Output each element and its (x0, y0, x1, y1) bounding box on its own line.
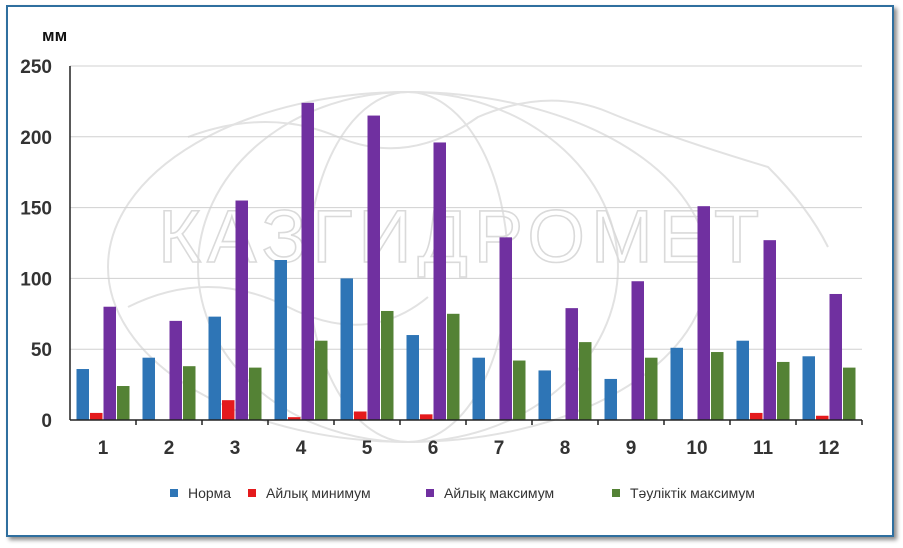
legend-swatch (612, 489, 620, 497)
bar-3-12 (829, 293, 842, 420)
chart-frame: КАЗГИДРОМЕТ 0 50 100 150 200 250 1 2 3 4 5 6 7 8 9 10 1… (6, 5, 894, 537)
bar-3-11 (763, 240, 776, 420)
bar-4-10 (711, 352, 724, 420)
bar-1-3 (208, 316, 221, 420)
bar-4-11 (777, 361, 790, 420)
bar-1-4 (274, 259, 287, 420)
bar-3-4 (301, 102, 314, 420)
legend-label: Айлық максимум (444, 485, 554, 501)
axes: 1 2 3 4 5 6 7 8 9 10 11 12 (69, 66, 863, 459)
bar-3-7 (499, 237, 512, 420)
bar-4-5 (381, 310, 394, 420)
y-tick-label: 100 (20, 269, 52, 290)
bar-4-4 (315, 340, 328, 420)
x-tick-label: 1 (98, 438, 109, 459)
x-tick-label: 4 (296, 438, 307, 459)
bar-1-8 (538, 370, 551, 420)
bar-4-8 (579, 342, 592, 420)
y-tick-label: 200 (20, 128, 52, 149)
x-tick-label: 7 (494, 438, 505, 459)
bar-1-11 (736, 340, 749, 420)
bar-2-1 (90, 412, 103, 420)
x-tick-label: 11 (753, 438, 774, 459)
legend-label: Тәуліктік максимум (630, 485, 755, 501)
x-tick-label: 8 (560, 438, 571, 459)
legend: Норма Айлық минимум Айлық максимум Тәулікті… (170, 485, 755, 501)
bar-4-6 (447, 313, 460, 420)
bar-3-8 (565, 308, 578, 420)
bar-1-10 (670, 347, 683, 420)
x-tick-label: 3 (230, 438, 241, 459)
bar-1-6 (406, 335, 419, 420)
bar-2-6 (420, 414, 433, 420)
bar-4-9 (645, 357, 658, 420)
bar-2-11 (750, 412, 763, 420)
legend-label: Норма (188, 485, 231, 501)
y-tick-label: 50 (31, 340, 52, 361)
y-tick-label: 0 (41, 411, 52, 432)
bar-2-12 (816, 415, 829, 420)
bars (76, 102, 856, 421)
bar-1-12 (802, 356, 815, 420)
bar-1-7 (472, 357, 485, 420)
x-tick-label: 5 (362, 438, 373, 459)
x-tick-label: 10 (686, 438, 707, 459)
y-axis-unit-label: мм (42, 26, 67, 45)
bar-1-1 (76, 369, 89, 420)
x-tick-label: 9 (626, 438, 637, 459)
bar-3-3 (235, 200, 248, 420)
x-tick-label: 2 (164, 438, 175, 459)
bar-2-3 (222, 400, 235, 420)
bar-2-4 (288, 417, 301, 420)
x-tick-label: 12 (818, 438, 839, 459)
bar-3-6 (433, 142, 446, 421)
legend-swatch (426, 489, 434, 497)
legend-label: Айлық минимум (266, 485, 371, 501)
legend-swatch (248, 489, 256, 497)
bar-4-1 (117, 386, 130, 420)
bar-1-9 (604, 378, 617, 420)
bar-1-2 (142, 357, 155, 420)
x-tick-label: 6 (428, 438, 439, 459)
y-tick-label: 250 (20, 57, 52, 78)
bar-4-12 (843, 367, 856, 420)
gridlines: 0 50 100 150 200 250 (20, 57, 862, 432)
bar-2-5 (354, 411, 367, 420)
bar-4-2 (183, 366, 196, 420)
bar-1-5 (340, 278, 353, 420)
y-tick-label: 150 (20, 199, 52, 220)
watermark-text: КАЗГИДРОМЕТ (158, 195, 765, 278)
bar-3-2 (169, 320, 182, 420)
legend-swatch (170, 489, 178, 497)
bar-3-5 (367, 115, 380, 420)
bar-3-10 (697, 206, 710, 420)
watermark-logo: КАЗГИДРОМЕТ (107, 91, 829, 443)
bar-3-9 (631, 281, 644, 420)
bar-3-1 (103, 306, 116, 420)
bar-4-7 (513, 360, 526, 420)
bar-4-3 (249, 367, 262, 420)
